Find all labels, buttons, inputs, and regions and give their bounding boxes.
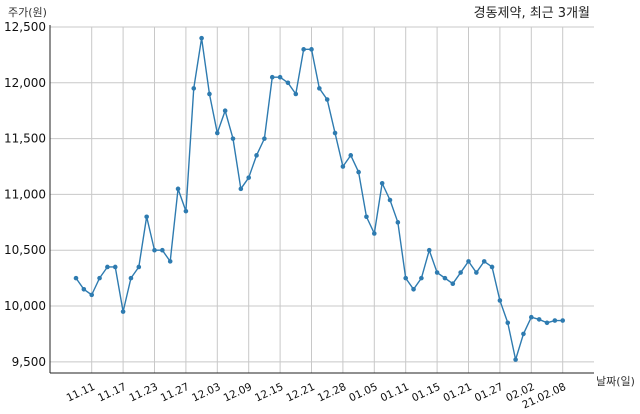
data-point: [411, 286, 416, 292]
x-tick-label: 01.27: [473, 381, 505, 405]
data-point: [426, 247, 432, 253]
data-point: [215, 130, 220, 136]
x-tick-label: 12.03: [190, 381, 222, 405]
x-tick-label: 12.09: [222, 381, 254, 405]
data-point: [89, 292, 94, 298]
y-tick-label: 12,500: [4, 20, 46, 34]
data-point: [552, 318, 558, 323]
data-point: [199, 35, 204, 41]
y-tick-label: 10,500: [4, 243, 46, 257]
data-point: [442, 275, 448, 281]
data-point: [269, 74, 275, 80]
data-point: [348, 153, 354, 158]
data-point: [434, 270, 440, 275]
x-tick-labels: 11.11 11.17 11.23 11.27 12.03 12.09 12.15 12.21…: [65, 381, 568, 412]
data-point: [505, 320, 511, 326]
data-point: [285, 80, 291, 86]
data-point: [73, 275, 79, 281]
data-point: [536, 317, 542, 322]
data-point: [403, 275, 409, 281]
x-tick-label: 11.11: [65, 381, 97, 405]
data-point: [324, 97, 330, 102]
data-point: [529, 314, 534, 320]
x-tick-label: 11.27: [159, 381, 191, 405]
data-point: [81, 286, 87, 292]
series: [73, 35, 565, 362]
y-tick-label: 12,000: [4, 76, 46, 90]
x-tick-label: 11.23: [127, 381, 159, 405]
data-point: [309, 47, 314, 52]
data-point: [356, 169, 361, 175]
data-point: [419, 275, 424, 281]
data-point: [474, 270, 479, 275]
data-point: [481, 259, 487, 264]
data-point: [379, 180, 385, 186]
y-tick-label: 11,000: [4, 187, 46, 201]
y-tick-label: 9,500: [12, 355, 46, 369]
data-point: [262, 136, 267, 141]
data-point: [183, 208, 189, 214]
data-point: [458, 270, 463, 275]
data-point: [497, 298, 503, 303]
data-point: [191, 86, 197, 91]
y-tick-labels: 9,500 10,000 10,500 11,000 11,500 12,000 12,50…: [4, 20, 46, 369]
data-point: [144, 214, 149, 220]
data-point: [128, 275, 134, 281]
data-point: [238, 186, 244, 192]
data-point: [521, 331, 526, 337]
y-tick-label: 10,000: [4, 299, 46, 313]
data-point: [317, 86, 322, 91]
data-point: [97, 275, 102, 281]
data-point: [340, 164, 346, 169]
x-tick-label: 01.21: [441, 381, 473, 405]
chart-title: 경동제약, 최근 3개월: [474, 6, 590, 21]
data-point: [222, 108, 228, 114]
data-point: [450, 281, 456, 287]
grid: [50, 26, 594, 373]
data-point: [301, 47, 306, 52]
x-tick-label: 11.17: [96, 381, 128, 405]
x-tick-label: 12.15: [253, 381, 285, 405]
data-point: [160, 247, 165, 253]
x-axis-label: 날짜(일): [596, 374, 635, 388]
data-point: [395, 220, 401, 225]
data-point: [105, 264, 110, 270]
x-tick-label: 01.05: [347, 381, 379, 405]
data-point: [466, 259, 471, 264]
data-point: [167, 259, 173, 264]
y-tick-label: 11,500: [4, 132, 46, 146]
x-tick-label: 12.28: [316, 381, 348, 405]
data-point: [246, 175, 251, 180]
data-point: [207, 91, 212, 97]
axes: [49, 25, 594, 374]
data-point: [175, 186, 181, 192]
data-point: [372, 231, 377, 236]
x-tick-label: 01.11: [379, 381, 411, 405]
data-point: [560, 318, 565, 323]
data-point: [513, 357, 518, 362]
data-point: [152, 247, 157, 253]
data-point: [230, 136, 236, 141]
x-tick-label: 01.15: [410, 381, 442, 405]
data-point: [364, 214, 369, 220]
data-point: [120, 309, 126, 314]
data-point: [387, 197, 393, 203]
data-point: [277, 74, 283, 80]
x-tick-label: 12.21: [284, 381, 316, 405]
data-point: [544, 320, 550, 326]
y-axis-label: 주가(원): [8, 6, 47, 19]
data-point: [332, 130, 338, 136]
data-point: [112, 264, 118, 270]
data-point: [136, 264, 142, 270]
data-point: [293, 91, 299, 97]
data-point: [254, 153, 259, 158]
data-point: [489, 264, 495, 270]
